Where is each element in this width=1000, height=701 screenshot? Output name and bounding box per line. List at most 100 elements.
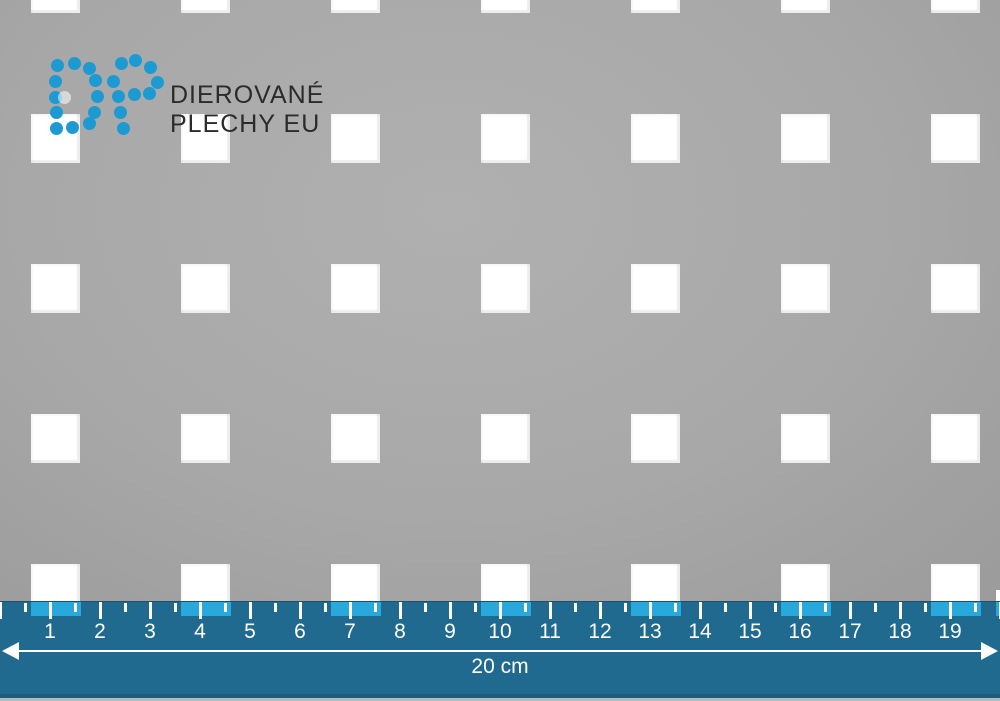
logo-dot (87, 105, 101, 119)
square-hole (931, 0, 980, 13)
ruler-tick-minor (823, 603, 827, 612)
ruler-tick-major (898, 602, 902, 619)
ruler-number: 3 (144, 620, 156, 643)
ruler-tick-major (798, 602, 802, 619)
square-hole (631, 264, 680, 313)
logo-dot (65, 120, 79, 134)
brand-line-1: DIEROVANÉ (170, 81, 325, 109)
ruler-tick-minor (573, 603, 577, 612)
scale-arrow-left-icon (2, 642, 19, 660)
scale-arrow-line (14, 650, 986, 652)
ruler-hole-highlight (331, 602, 381, 616)
square-hole (781, 264, 830, 313)
square-hole (631, 414, 680, 463)
ruler-hole-highlight-partial (996, 602, 1000, 616)
ruler-hole-highlight (31, 602, 81, 616)
logo-dot (114, 56, 128, 70)
brand-line-2: PLECHY EU (170, 110, 321, 138)
square-hole (31, 264, 80, 313)
ruler-tick-major (98, 602, 102, 619)
ruler-number: 12 (588, 620, 612, 643)
ruler-number: 17 (838, 620, 862, 643)
logo-dot (49, 121, 63, 135)
ruler-tick-major (648, 602, 652, 619)
logo-dot-pale (57, 90, 71, 104)
ruler-number: 6 (294, 620, 306, 643)
ruler-tick-major (398, 602, 402, 619)
logo-dot (82, 61, 96, 75)
ruler-tick-major (198, 602, 202, 619)
square-hole (331, 114, 380, 163)
square-hole-partial (996, 590, 1000, 601)
ruler-hole-highlight (481, 602, 531, 616)
ruler-number: 18 (888, 620, 912, 643)
square-hole (181, 264, 230, 313)
ruler-number: 19 (938, 620, 962, 643)
logo-dot (82, 116, 96, 130)
square-hole (181, 564, 230, 601)
ruler-number: 1 (44, 620, 56, 643)
square-hole (931, 414, 980, 463)
ruler-tick-minor (123, 603, 127, 612)
square-hole (31, 414, 80, 463)
square-hole (181, 114, 230, 163)
ruler-tick-major (0, 602, 2, 619)
ruler-tick-minor (423, 603, 427, 612)
ruler-tick-minor (523, 603, 527, 612)
ruler-tick-major (748, 602, 752, 619)
square-hole (931, 264, 980, 313)
ruler-hole-highlight (781, 602, 831, 616)
ruler-bottom-shade (0, 694, 1000, 698)
ruler-number: 11 (539, 620, 561, 643)
ruler-tick-major (548, 602, 552, 619)
square-hole (481, 564, 530, 601)
square-hole (31, 564, 80, 601)
ruler-tick-minor (373, 603, 377, 612)
ruler-tick-major (848, 602, 852, 619)
ruler-number: 14 (688, 620, 712, 643)
ruler-tick-minor (673, 603, 677, 612)
logo-dot (113, 105, 127, 119)
ruler-tick-major (248, 602, 252, 619)
dp-logo: DIEROVANÉ PLECHY EU (0, 0, 340, 160)
ruler-tick-minor (923, 603, 927, 612)
square-hole (781, 114, 830, 163)
square-hole (781, 0, 830, 13)
square-hole (331, 0, 380, 13)
logo-dot (111, 89, 125, 103)
square-hole (781, 564, 830, 601)
ruler-tick-major (998, 602, 1000, 619)
logo-dot (150, 75, 164, 89)
ruler-tick-major (598, 602, 602, 619)
square-hole (631, 114, 680, 163)
ruler-hole-highlight (631, 602, 681, 616)
logo-dot (116, 121, 130, 135)
ruler-number: 16 (788, 620, 812, 643)
ruler-number: 7 (344, 620, 356, 643)
ruler-tick-minor (23, 603, 27, 612)
scale-length-label: 20 cm (471, 655, 529, 678)
square-hole (331, 414, 380, 463)
ruler-tick-minor (473, 603, 477, 612)
scale-arrow-right-icon (981, 642, 998, 660)
ruler-tick-minor (273, 603, 277, 612)
square-hole (481, 114, 530, 163)
ruler-tick-major (698, 602, 702, 619)
ruler-number: 13 (638, 620, 662, 643)
measurement-ruler: 1 2 3 4 5 6 7 8 9 10 11 12 13 14 15 16 17 18 19 20 cm (0, 601, 1000, 701)
ruler-tick-major (148, 602, 152, 619)
logo-dot (67, 56, 81, 70)
ruler-tick-major (48, 602, 52, 619)
ruler-tick-minor (723, 603, 727, 612)
ruler-number: 15 (738, 620, 762, 643)
ruler-number: 9 (444, 620, 456, 643)
logo-dot (142, 86, 156, 100)
logo-dot (106, 74, 120, 88)
logo-dot (90, 89, 104, 103)
logo-dot (49, 105, 63, 119)
ruler-tick-major (298, 602, 302, 619)
ruler-tick-minor (73, 603, 77, 612)
square-hole (481, 0, 530, 13)
logo-dot (50, 58, 64, 72)
ruler-tick-minor (623, 603, 627, 612)
